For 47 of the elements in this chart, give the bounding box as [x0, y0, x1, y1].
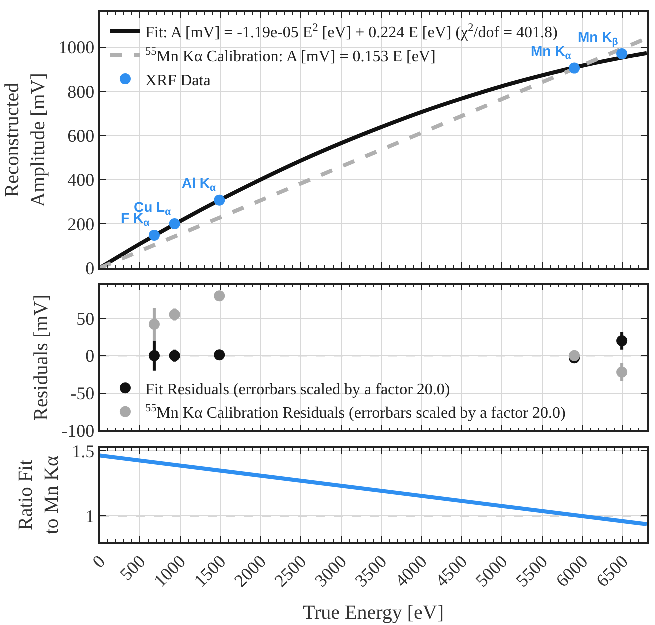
x-tick-label: 500	[116, 551, 150, 585]
point	[616, 48, 628, 60]
point	[214, 194, 226, 206]
y-tick-label: 600	[68, 126, 95, 146]
y-tick-label: 0	[86, 258, 95, 278]
y-axis-title: Residuals [mV]	[30, 294, 53, 421]
y-tick-label: 1000	[58, 38, 95, 58]
y-axis-title: Ratio Fit to Mn Kα	[15, 456, 64, 534]
x-tick-label: 4000	[391, 551, 431, 591]
point	[569, 350, 580, 362]
legend-label: XRF Data	[145, 72, 211, 90]
x-tick-label: 5000	[472, 551, 512, 591]
point	[148, 350, 160, 362]
y-tick-label: -50	[70, 384, 95, 404]
legend-label: Fit Residuals (errorbars scaled by a factor 20.0)	[145, 381, 450, 398]
y-tick-label: -100	[62, 420, 95, 441]
legend-label: $^{55}$Mn Kα Calibration Residuals (errorbars scaled by a factor 20.0)	[145, 402, 566, 422]
point	[169, 218, 180, 230]
x-axis-title: True Energy [eV]	[302, 602, 444, 624]
y-tick-label: 200	[68, 214, 95, 234]
x-tick-label: 1000	[150, 551, 190, 591]
x-tick-label: 4500	[432, 551, 472, 591]
y-tick-label: 800	[68, 82, 95, 102]
annotation: Al K$_{α}$	[182, 175, 216, 194]
y-tick-label: 1.5	[72, 441, 95, 462]
y-tick-label: 50	[76, 308, 95, 329]
y-axis-title: Reconstructed Amplitude [mV]	[2, 73, 50, 208]
point	[169, 309, 180, 320]
x-tick-label: 6000	[552, 551, 592, 591]
annotation: Mn K$_{α}$	[531, 43, 572, 62]
y-tick-label: 1	[86, 506, 95, 526]
point	[214, 350, 226, 361]
x-tick-label: 1500	[190, 551, 230, 591]
point	[214, 290, 226, 302]
point	[616, 366, 628, 378]
point	[148, 319, 160, 330]
legend-label: Fit: A [mV] = -1.19e-05 E$^{2}$ [eV] + 0.224 E [eV] (χ$^{2}$/dof = 401.8)	[145, 22, 558, 42]
y-tick-label: 0	[86, 346, 95, 366]
x-tick-label: 5500	[512, 551, 552, 591]
point	[616, 335, 628, 346]
x-tick-label: 6500	[592, 551, 632, 591]
point	[148, 230, 160, 241]
point	[569, 62, 580, 74]
y-tick-label: 400	[68, 170, 95, 190]
point	[169, 350, 180, 362]
legend-label: $^{55}$Mn Kα Calibration: A [mV] = 0.153 E [eV]	[145, 46, 436, 66]
annotation: Mn K$_{β}$	[578, 29, 618, 48]
